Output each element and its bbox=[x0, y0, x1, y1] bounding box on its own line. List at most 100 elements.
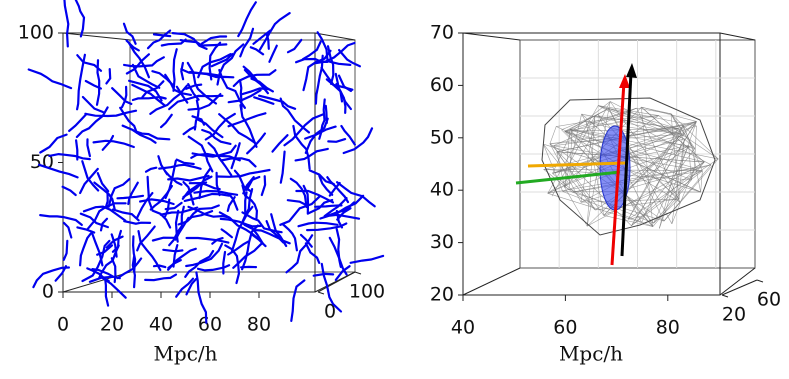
filament bbox=[328, 139, 345, 142]
filament bbox=[139, 231, 161, 270]
box-edge bbox=[463, 268, 520, 295]
x-tick-label: 60 bbox=[198, 314, 222, 336]
filament bbox=[195, 100, 199, 129]
filament bbox=[269, 46, 276, 62]
filament bbox=[168, 176, 208, 181]
filament bbox=[260, 13, 290, 50]
filament bbox=[69, 114, 86, 131]
filament bbox=[341, 126, 354, 145]
filament bbox=[287, 235, 313, 272]
filament bbox=[87, 139, 90, 156]
filament bbox=[63, 187, 76, 195]
filament bbox=[306, 119, 328, 153]
x-tick-label: 80 bbox=[656, 317, 680, 339]
x-axis-label: Mpc/h bbox=[559, 342, 623, 366]
filament bbox=[262, 176, 265, 195]
y-tick-label: 20 bbox=[430, 284, 454, 306]
filament bbox=[228, 197, 235, 211]
filament bbox=[181, 63, 183, 79]
filament bbox=[152, 71, 174, 86]
x-tick-label: 80 bbox=[247, 314, 271, 336]
filament bbox=[319, 100, 324, 139]
box-edge bbox=[720, 268, 755, 295]
filament bbox=[283, 224, 297, 250]
box-edge bbox=[463, 33, 520, 40]
z-tick bbox=[355, 272, 361, 274]
filament bbox=[154, 34, 170, 36]
y-tick-label: 100 bbox=[18, 22, 54, 44]
filament bbox=[291, 179, 307, 207]
filament bbox=[241, 105, 257, 147]
x-tick-label: 20 bbox=[100, 314, 124, 336]
filament bbox=[77, 55, 85, 110]
filament bbox=[146, 168, 156, 172]
z-tick bbox=[722, 295, 728, 297]
x-tick-label: 0 bbox=[57, 314, 69, 336]
filament bbox=[129, 44, 149, 78]
z-tick-label: 20 bbox=[722, 304, 746, 326]
filament bbox=[124, 221, 150, 224]
filament bbox=[94, 141, 134, 147]
filament bbox=[303, 42, 321, 60]
filament bbox=[163, 250, 182, 252]
filament bbox=[186, 244, 222, 266]
filament bbox=[77, 227, 94, 232]
filament bbox=[327, 177, 348, 202]
filament bbox=[118, 259, 142, 279]
filament bbox=[319, 176, 332, 195]
y-tick-label: 0 bbox=[42, 281, 54, 303]
box-edge bbox=[63, 33, 130, 40]
z-tick bbox=[318, 292, 324, 294]
filament bbox=[80, 234, 91, 266]
filament bbox=[83, 97, 103, 112]
filament bbox=[259, 96, 295, 109]
filament bbox=[159, 165, 200, 169]
mesh-edge bbox=[701, 171, 703, 192]
filament bbox=[83, 241, 110, 281]
filament bbox=[81, 214, 108, 227]
filament bbox=[337, 229, 341, 267]
filament bbox=[315, 205, 341, 206]
filament bbox=[177, 160, 194, 164]
filament bbox=[223, 252, 225, 274]
filament bbox=[106, 69, 110, 83]
z-tick-label: 60 bbox=[757, 289, 781, 311]
y-tick-label: 50 bbox=[30, 151, 54, 173]
filament bbox=[288, 40, 301, 52]
filament bbox=[49, 154, 90, 159]
filament bbox=[76, 140, 77, 159]
filament bbox=[229, 90, 261, 102]
filament bbox=[291, 280, 304, 321]
filament bbox=[105, 280, 108, 306]
filament bbox=[40, 215, 82, 225]
filament bbox=[174, 49, 177, 91]
filament bbox=[103, 136, 113, 150]
filament bbox=[64, 0, 68, 46]
mesh-edge bbox=[565, 108, 637, 131]
filament bbox=[153, 238, 175, 241]
x-tick-label: 40 bbox=[451, 317, 475, 339]
y-tick-label: 40 bbox=[430, 179, 454, 201]
filament bbox=[161, 115, 172, 127]
x-axis-label: Mpc/h bbox=[153, 342, 217, 366]
filament bbox=[145, 275, 176, 281]
filament bbox=[64, 241, 68, 260]
depth-axis bbox=[722, 280, 757, 295]
arrow-black bbox=[626, 63, 637, 78]
filament bbox=[184, 127, 196, 135]
mesh-edge bbox=[550, 127, 556, 144]
filament bbox=[344, 128, 372, 153]
x-tick-label: 60 bbox=[553, 317, 577, 339]
filament bbox=[112, 88, 131, 104]
x-tick-label: 40 bbox=[149, 314, 173, 336]
filament bbox=[85, 111, 136, 116]
filament bbox=[190, 72, 233, 77]
filament bbox=[222, 229, 232, 237]
y-tick-label: 70 bbox=[430, 22, 454, 44]
z-tick-label: 100 bbox=[349, 281, 385, 303]
filament bbox=[281, 152, 285, 183]
filament bbox=[148, 177, 149, 199]
